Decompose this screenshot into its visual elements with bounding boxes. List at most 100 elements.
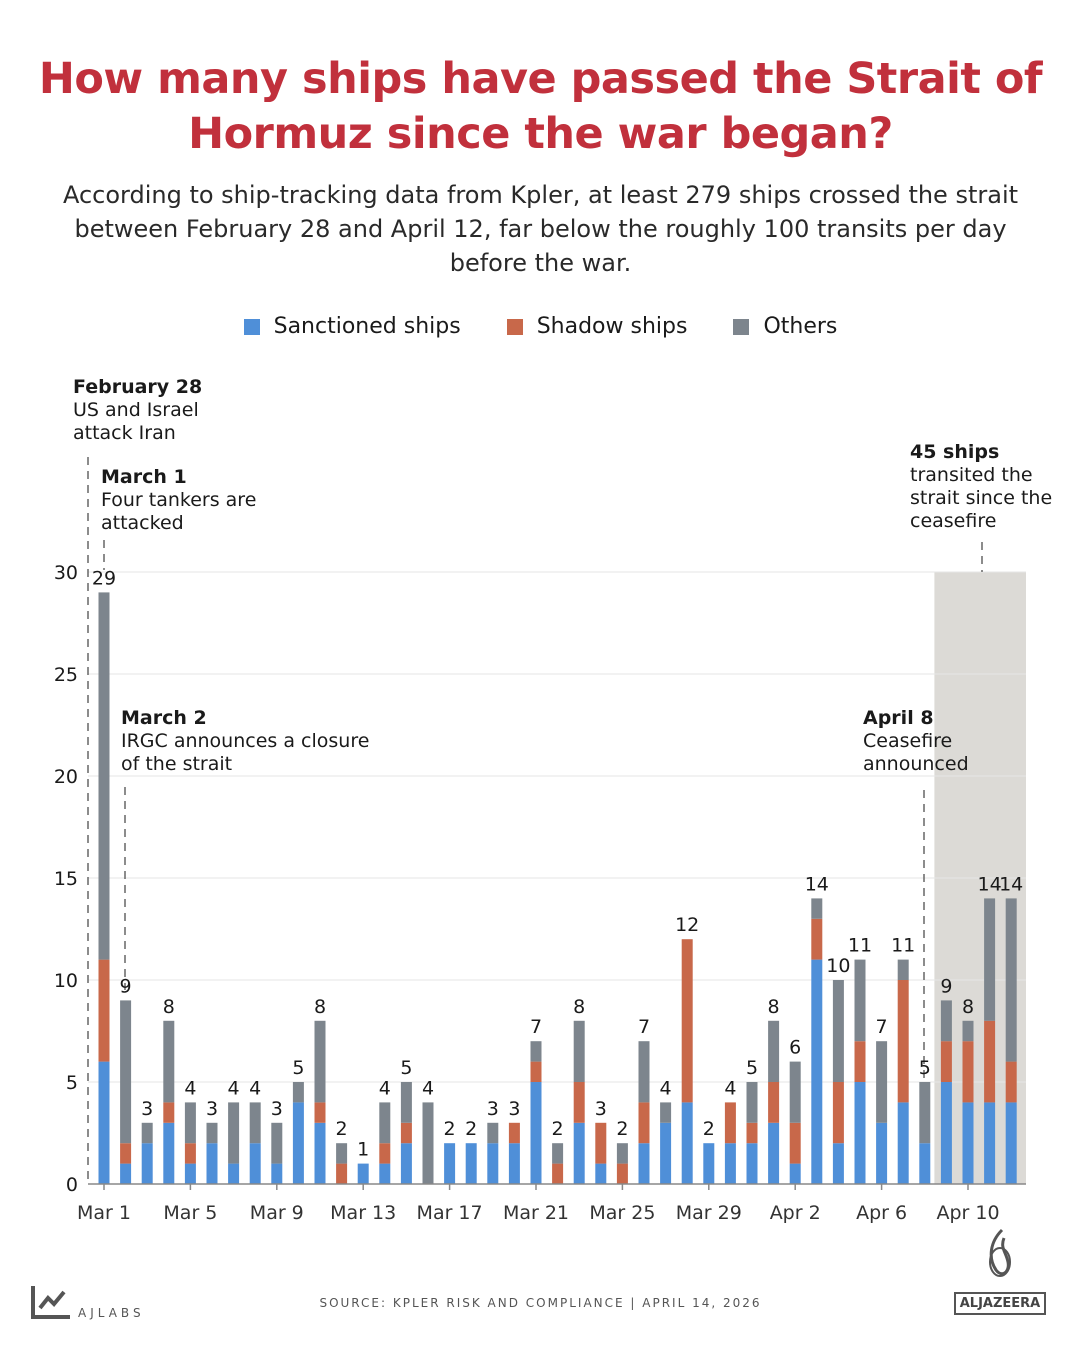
- bar-segment-shadow: [163, 1102, 175, 1123]
- bar-total-label: 7: [876, 1016, 888, 1038]
- x-tick-label: Apr 6: [856, 1202, 907, 1224]
- y-tick-label: 15: [54, 868, 78, 890]
- bar-segment-shadow: [832, 1082, 844, 1144]
- bar-segment-others: [638, 1041, 650, 1103]
- annotation-mar-2: March 2 IRGC announces a closure of the …: [121, 707, 381, 776]
- bar-total-label: 4: [724, 1077, 736, 1099]
- bar-segment-sanctioned: [508, 1143, 520, 1184]
- bar-total-label: 14: [978, 873, 1002, 895]
- bar-segment-others: [768, 1020, 780, 1082]
- bar-segment-shadow: [1005, 1061, 1017, 1103]
- bar-total-label: 5: [400, 1057, 412, 1079]
- bar-segment-shadow: [120, 1143, 132, 1164]
- bar-segment-sanctioned: [444, 1143, 456, 1184]
- x-tick-label: Mar 13: [330, 1202, 396, 1224]
- bar-segment-sanctioned: [703, 1143, 715, 1184]
- bar-segment-others: [228, 1102, 240, 1164]
- bar-segment-others: [249, 1102, 261, 1144]
- bar-segment-sanctioned: [465, 1143, 477, 1184]
- annotation-text: IRGC announces a closure of the strait: [121, 730, 370, 775]
- annotation-apr-8: April 8 Ceasefire announced: [863, 707, 1003, 776]
- bar-total-label: 2: [552, 1118, 564, 1140]
- legend-item-sanctioned: Sanctioned ships: [243, 314, 461, 339]
- bar-total-label: 3: [141, 1098, 153, 1120]
- bar-segment-others: [98, 592, 110, 960]
- bar-segment-shadow: [616, 1163, 628, 1184]
- x-tick-label: Apr 10: [936, 1202, 999, 1224]
- bar-segment-shadow: [897, 980, 909, 1103]
- bar-segment-sanctioned: [249, 1143, 261, 1184]
- bar-segment-sanctioned: [120, 1163, 132, 1184]
- bar-segment-shadow: [530, 1061, 542, 1082]
- bar-total-label: 12: [675, 914, 699, 936]
- bar-segment-sanctioned: [595, 1163, 607, 1184]
- bar-total-label: 14: [999, 873, 1023, 895]
- annotation-date: March 1: [101, 466, 187, 488]
- bar-total-label: 8: [768, 996, 780, 1018]
- bar-segment-shadow: [595, 1122, 607, 1164]
- bar-total-label: 7: [530, 1016, 542, 1038]
- bar-total-label: 1: [357, 1139, 369, 1161]
- legend-swatch-shadow: [506, 318, 523, 335]
- bar-segment-sanctioned: [746, 1143, 758, 1184]
- aljazeera-calligraphy-icon: [989, 1228, 1011, 1277]
- bar-total-label: 3: [487, 1098, 499, 1120]
- annotation-text: Four tankers are attacked: [101, 489, 257, 534]
- bar-segment-others: [487, 1122, 499, 1144]
- bar-total-label: 5: [919, 1057, 931, 1079]
- bar-segment-others: [616, 1143, 628, 1164]
- bar-segment-others: [292, 1082, 304, 1103]
- bar-segment-shadow: [638, 1102, 650, 1144]
- legend-label-shadow: Shadow ships: [536, 314, 688, 339]
- bar-segment-sanctioned: [379, 1163, 391, 1184]
- y-tick-label: 5: [66, 1072, 78, 1094]
- x-tick-label: Mar 29: [676, 1202, 742, 1224]
- bar-segment-sanctioned: [292, 1102, 304, 1184]
- bar-segment-sanctioned: [984, 1102, 996, 1184]
- bar-total-label: 2: [703, 1118, 715, 1140]
- annotation-text: transited the strait since the ceasefire: [910, 464, 1053, 532]
- bar-segment-sanctioned: [768, 1122, 780, 1184]
- x-tick-label: Mar 17: [417, 1202, 483, 1224]
- bar-segment-shadow: [552, 1163, 564, 1184]
- chart-subtitle: According to ship-tracking data from Kpl…: [62, 181, 1019, 277]
- legend-swatch-others: [733, 318, 750, 335]
- bar-total-label: 4: [228, 1077, 240, 1099]
- x-tick-label: Mar 25: [589, 1202, 655, 1224]
- x-tick-label: Mar 1: [77, 1202, 131, 1224]
- legend-item-shadow: Shadow ships: [506, 314, 688, 339]
- bar-total-label: 29: [92, 567, 116, 589]
- bar-segment-shadow: [681, 939, 693, 1103]
- bar-segment-shadow: [940, 1041, 952, 1082]
- legend-swatch-sanctioned: [243, 318, 260, 335]
- bar-segment-sanctioned: [876, 1122, 888, 1184]
- legend-label-others: Others: [763, 314, 838, 339]
- bar-total-label: 5: [292, 1057, 304, 1079]
- bar-total-label: 4: [422, 1077, 434, 1099]
- bar-segment-others: [530, 1041, 542, 1062]
- legend-item-others: Others: [733, 314, 837, 339]
- bar-segment-sanctioned: [98, 1061, 110, 1184]
- bar-total-label: 2: [336, 1118, 348, 1140]
- bar-segment-others: [746, 1082, 758, 1123]
- bar-segment-others: [184, 1102, 196, 1144]
- y-tick-label: 30: [54, 562, 78, 584]
- chart-title: How many ships have passed the Strait of…: [38, 54, 1043, 159]
- bar-total-label: 11: [891, 935, 915, 957]
- bar-segment-others: [379, 1102, 391, 1144]
- bar-segment-others: [163, 1020, 175, 1103]
- annotation-date: April 8: [863, 707, 934, 729]
- bar-segment-others: [940, 1000, 952, 1042]
- annotation-feb-28: February 28 US and Israel attack Iran: [73, 376, 243, 445]
- legend-label-sanctioned: Sanctioned ships: [273, 314, 461, 339]
- bar-segment-others: [120, 1000, 132, 1144]
- annotation-mar-1: March 1 Four tankers are attacked: [101, 466, 261, 535]
- bar-total-label: 10: [826, 955, 850, 977]
- annotation-date: March 2: [121, 707, 207, 729]
- bar-segment-others: [573, 1020, 585, 1082]
- bar-segment-others: [271, 1122, 283, 1164]
- bar-segment-sanctioned: [681, 1102, 693, 1184]
- bar-segment-sanctioned: [530, 1082, 542, 1184]
- bar-segment-sanctioned: [962, 1102, 974, 1184]
- bar-total-label: 4: [249, 1077, 261, 1099]
